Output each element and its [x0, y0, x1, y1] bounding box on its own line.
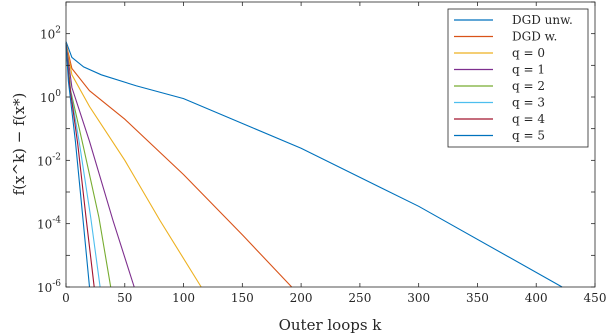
series-line-1 — [65, 43, 293, 288]
legend-label-3: q = 1 — [512, 63, 545, 77]
series-line-6 — [65, 43, 95, 288]
legend-label-7: q = 5 — [512, 129, 545, 143]
legend: DGD unw. DGD w. q = 0 q = 1 q = 2 q = 3 q = 4 q… — [447, 8, 589, 148]
x-tick-label: 50 — [117, 291, 132, 305]
y-tick-label: 10-6 — [37, 279, 61, 295]
y-axis-label-text: f(x^k) − f(x*) — [10, 93, 28, 196]
x-tick-label: 200 — [290, 291, 313, 305]
y-tick-label: 100 — [40, 89, 61, 105]
legend-label-1: DGD w. — [512, 30, 557, 44]
x-axis-label: Outer loops k — [279, 316, 383, 334]
y-tick-label: 10-2 — [37, 152, 61, 168]
legend-label-6: q = 4 — [512, 112, 545, 126]
series-line-4 — [65, 43, 112, 288]
x-tick-label: 300 — [407, 291, 430, 305]
x-axis-label-text: Outer loops k — [279, 316, 383, 334]
x-tick-label: 150 — [231, 291, 254, 305]
x-tick-label: 350 — [466, 291, 489, 305]
y-axis-label: f(x^k) − f(x*) — [10, 93, 28, 196]
legend-box — [447, 8, 589, 148]
series-line-0 — [65, 41, 563, 288]
plot-frame — [65, 1, 596, 288]
y-tick-label: 102 — [40, 26, 61, 42]
x-tick-label: 250 — [348, 291, 371, 305]
x-tick-label: 400 — [525, 291, 548, 305]
series-line-7 — [65, 43, 91, 288]
x-tick-label: 0 — [62, 291, 70, 305]
legend-label-4: q = 2 — [512, 79, 545, 93]
y-tick-label: 10-4 — [37, 216, 61, 232]
series-layer — [65, 41, 563, 288]
x-tick-label: 100 — [172, 291, 195, 305]
legend-label-0: DGD unw. — [512, 13, 573, 27]
series-line-3 — [65, 43, 135, 288]
x-tick-label: 450 — [584, 291, 606, 305]
series-line-2 — [65, 43, 202, 288]
legend-label-5: q = 3 — [512, 96, 545, 110]
legend-label-2: q = 0 — [512, 46, 545, 60]
ticks-layer: 0 50 100 150 200 250 300 350 400 450 102 100 10-2 10-… — [37, 1, 606, 305]
